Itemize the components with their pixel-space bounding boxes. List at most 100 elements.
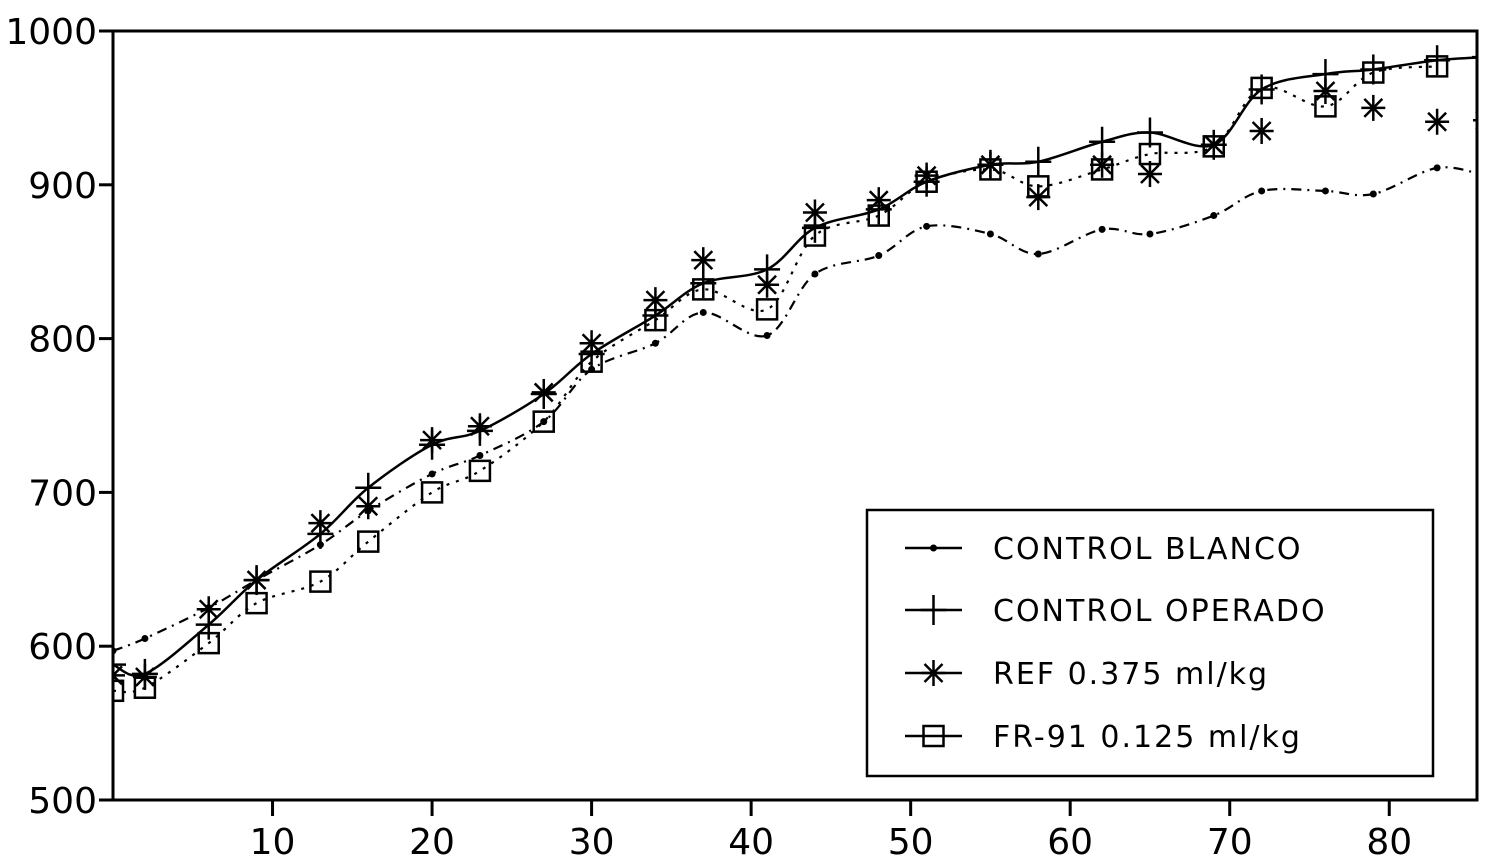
- legend-item: CONTROL OPERADO: [905, 594, 1327, 629]
- data-point: [476, 451, 484, 459]
- plot-border: [111, 29, 1479, 802]
- data-point: [1249, 117, 1274, 144]
- data-point: [113, 649, 126, 680]
- data-point: [1138, 142, 1162, 166]
- legend-label: CONTROL BLANCO: [993, 532, 1303, 567]
- data-point: [540, 418, 548, 426]
- data-point: [420, 427, 445, 454]
- data-point: [1425, 108, 1450, 135]
- plot-frame: [111, 29, 1479, 802]
- x-tick-label: 70: [1207, 822, 1253, 862]
- data-point: [141, 635, 149, 643]
- data-point: [866, 187, 891, 214]
- data-point: [802, 199, 827, 226]
- data-point: [875, 252, 883, 260]
- series-line-3: [113, 65, 1438, 694]
- data-point: [1025, 146, 1052, 177]
- data-point: [1210, 212, 1218, 220]
- data-point: [1027, 175, 1050, 198]
- data-point: [1136, 117, 1163, 148]
- data-point: [580, 350, 603, 373]
- data-point: [763, 332, 771, 340]
- data-point: [1137, 161, 1162, 188]
- legend-box: [865, 508, 1435, 778]
- data-point: [644, 308, 667, 332]
- legend-marker: [921, 660, 946, 686]
- y-tick-label: 800: [28, 320, 97, 361]
- data-point: [1360, 54, 1387, 85]
- data-point: [531, 379, 556, 406]
- data-point: [197, 631, 220, 655]
- data-point: [867, 204, 891, 227]
- legend-item: FR-91 0.125 ml/kg: [905, 720, 1302, 755]
- data-point: [1034, 250, 1042, 258]
- x-tick-label: 80: [1366, 822, 1412, 862]
- data-point: [915, 170, 938, 193]
- data-point: [1146, 230, 1154, 238]
- series-markers: [113, 45, 1488, 703]
- data-point: [133, 676, 157, 699]
- legend-label: CONTROL OPERADO: [993, 594, 1327, 629]
- legend-label: REF 0.375 ml/kg: [993, 657, 1269, 692]
- data-point: [1361, 94, 1386, 121]
- legend-marker: [922, 724, 945, 748]
- data-point: [357, 530, 380, 553]
- series-line-0: [113, 166, 1477, 652]
- y-tick-label: 700: [28, 473, 97, 514]
- data-point: [420, 481, 444, 504]
- data-point: [113, 662, 125, 689]
- data-point: [1425, 55, 1449, 78]
- data-point: [692, 278, 715, 301]
- data-point: [690, 268, 717, 299]
- y-tick-label: 500: [28, 781, 97, 822]
- data-point: [1313, 77, 1338, 104]
- data-point: [914, 162, 939, 189]
- data-point: [1202, 135, 1226, 158]
- data-point: [1424, 45, 1451, 76]
- x-tick-label: 30: [569, 822, 615, 862]
- data-point: [1258, 187, 1266, 195]
- series-markers-3: [113, 55, 1449, 703]
- data-point: [986, 230, 994, 238]
- data-point: [1098, 225, 1106, 233]
- x-tick-label: 10: [250, 822, 296, 862]
- data-point: [811, 270, 819, 278]
- data-point: [467, 413, 492, 440]
- y-tick-label: 900: [28, 166, 97, 207]
- x-tick-label: 60: [1047, 822, 1093, 862]
- data-point: [196, 596, 221, 623]
- legend-marker: [930, 544, 937, 552]
- y-tick-label: 1000: [5, 12, 97, 53]
- data-point: [1248, 74, 1275, 105]
- data-point: [1433, 164, 1441, 172]
- legend-item: REF 0.375 ml/kg: [905, 657, 1269, 692]
- data-point: [1321, 187, 1329, 195]
- x-tick-label: 20: [409, 822, 455, 862]
- data-point: [356, 493, 381, 520]
- data-point: [651, 339, 659, 347]
- data-point: [309, 570, 332, 593]
- data-point: [691, 247, 716, 274]
- data-point: [1090, 158, 1114, 181]
- data-point: [803, 224, 827, 247]
- data-point: [1090, 151, 1115, 178]
- data-point: [1250, 76, 1273, 100]
- data-point: [245, 591, 268, 615]
- data-point: [428, 470, 436, 478]
- data-point: [1369, 190, 1377, 198]
- legend-marker: [920, 595, 947, 625]
- legend: CONTROL BLANCO CONTROL OPERADO REF 0.375 m…: [865, 508, 1435, 778]
- data-point: [755, 298, 779, 321]
- data-point: [923, 222, 931, 230]
- data-point: [244, 567, 269, 594]
- data-point: [308, 510, 333, 537]
- data-point: [113, 679, 125, 703]
- data-point: [699, 308, 707, 316]
- y-tick-label: 600: [28, 627, 97, 668]
- data-point: [1089, 126, 1116, 157]
- data-point: [979, 158, 1002, 181]
- data-point: [1481, 172, 1488, 179]
- legend-label: FR-91 0.125 ml/kg: [993, 720, 1302, 755]
- data-point: [978, 151, 1003, 178]
